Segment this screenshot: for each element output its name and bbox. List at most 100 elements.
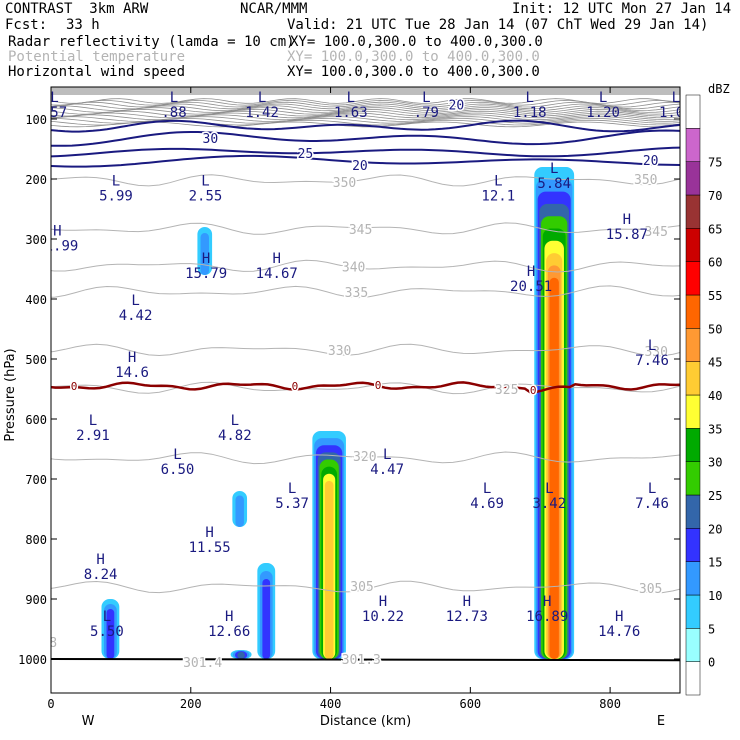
- west-label: W: [82, 714, 95, 729]
- plot-background: [51, 87, 680, 693]
- extremum-value: 1.42: [245, 105, 279, 121]
- field1-name: Radar reflectivity (lamda = 10 cm): [8, 34, 295, 50]
- x-tick-label: 600: [459, 697, 481, 711]
- colorbar-label: 25: [708, 489, 722, 503]
- field2-name: Potential temperature: [8, 49, 186, 65]
- theta-label: 350: [634, 173, 657, 188]
- colorbar: 0 5 10 15 20 25 30 35 40 45 50 55 60 65 70 75 dBZ: [685, 82, 730, 696]
- extremum-l-marker: L: [545, 481, 553, 497]
- colorbar-swatch: [685, 461, 701, 496]
- zero-isotherm-label: 0: [292, 380, 299, 393]
- colorbar-label: 60: [708, 256, 722, 270]
- theta-line-325: [51, 381, 680, 395]
- colorbar-swatch: [685, 628, 701, 662]
- theta-label: 340: [342, 261, 365, 276]
- extremum-l-marker: L: [347, 90, 355, 106]
- colorbar-label: 50: [708, 322, 722, 336]
- y-tick-label: 900: [25, 593, 47, 607]
- theta-label: 320: [353, 450, 376, 465]
- colorbar-label: 5: [708, 622, 715, 636]
- wind-speed-label: 20: [643, 154, 659, 169]
- y-tick-label: 400: [25, 293, 47, 307]
- y-tick-label: 300: [25, 233, 47, 247]
- extremum-l-marker: L: [112, 174, 120, 190]
- extremum-l-marker: L: [201, 174, 209, 190]
- theta-upper-line: [51, 114, 680, 121]
- theta-label: 335: [345, 286, 368, 301]
- extremum-value: 1.20: [586, 105, 620, 121]
- x-tick-label: 0: [47, 697, 54, 711]
- extremum-value: .79: [414, 105, 439, 121]
- theta-line-320: [51, 451, 680, 465]
- theta-line-340: [51, 259, 680, 273]
- theta-line-305: [51, 580, 680, 594]
- extremum-value: 4.42: [119, 308, 153, 324]
- extremum-value: 4.69: [470, 496, 504, 512]
- extremum-l-marker: L: [550, 161, 558, 177]
- zero-isotherm-label: 0: [71, 380, 78, 393]
- theta-line-330: [51, 343, 680, 357]
- extremum-value: 4.82: [218, 428, 252, 444]
- theta-label: 345: [644, 225, 667, 240]
- extremum-value: 5.37: [275, 496, 309, 512]
- extremum-h-marker: H: [379, 594, 387, 610]
- extremum-l-marker: L: [231, 413, 239, 429]
- colorbar-swatch: [685, 594, 701, 629]
- extremum-l-marker: L: [383, 447, 391, 463]
- theta-label: 325: [495, 383, 518, 398]
- extremum-l-marker: L: [89, 413, 97, 429]
- colorbar-label: 65: [708, 222, 722, 236]
- extremum-value: 1.18: [513, 105, 547, 121]
- extremum-value: 3.42: [532, 496, 566, 512]
- x-tick-label: 200: [180, 697, 202, 711]
- theta-upper-line: [51, 110, 680, 117]
- zero-isotherm-label: 0: [530, 384, 537, 397]
- colorbar-swatch: [685, 128, 701, 162]
- extremum-h-marker: H: [205, 525, 213, 541]
- plot-area: [51, 87, 680, 693]
- extremum-value: 2.91: [76, 428, 110, 444]
- extremum-value: 4.47: [370, 462, 404, 478]
- theta-surface-label: 301.4: [183, 656, 222, 671]
- extremum-value: 10.22: [362, 609, 404, 625]
- colorbar-label: 45: [708, 356, 722, 370]
- colorbar-label: 35: [708, 422, 722, 436]
- extremum-l-marker: L: [494, 174, 502, 190]
- extremum-value: 15.79: [185, 266, 227, 282]
- init-time: Init: 12 UTC Mon 27 Jan 14: [512, 1, 732, 17]
- x-axis-label: Distance (km): [320, 714, 411, 729]
- reflectivity-cell-5-level-15: [106, 609, 115, 659]
- extremum-h-marker: H: [623, 212, 631, 228]
- extremum-l-marker: L: [50, 90, 58, 106]
- surface-line: [51, 658, 680, 662]
- extremum-value: 5.50: [90, 624, 124, 640]
- extremum-value: 14.6: [115, 365, 149, 381]
- field1-xy: XY= 100.0,300.0 to 400.0,300.0: [290, 34, 543, 50]
- theta-label: 305: [350, 580, 373, 595]
- extremum-l-marker: L: [648, 481, 656, 497]
- theta-line-335: [51, 285, 680, 299]
- wind-speed-label: 20: [352, 159, 368, 174]
- extremum-value: 12.66: [208, 624, 250, 640]
- colorbar-swatch: [685, 94, 701, 129]
- wind-contour-30: [51, 129, 680, 147]
- colorbar-swatch: [685, 394, 701, 429]
- extremum-value: 8.24: [84, 567, 118, 583]
- valid-time: Valid: 21 UTC Tue 28 Jan 14 (07 ChT Wed …: [287, 17, 709, 33]
- y-tick-label: 1000: [18, 653, 47, 667]
- theta-label: 330: [644, 345, 667, 360]
- colorbar-label: 55: [708, 289, 722, 303]
- fcst-value: 33 h: [66, 17, 100, 33]
- theta-label: 350: [333, 176, 356, 191]
- theta-line-350: [51, 174, 680, 187]
- plot-frame: [50, 86, 681, 694]
- y-tick-label: 700: [25, 473, 47, 487]
- extremum-value: 11.99: [36, 238, 78, 254]
- extremum-h-marker: H: [273, 251, 281, 267]
- extremum-l-marker: L: [103, 609, 111, 625]
- top-grey-band: [51, 87, 680, 95]
- extremum-value: 7.46: [635, 353, 669, 369]
- field3-name: Horizontal wind speed: [8, 64, 186, 80]
- field3-xy: XY= 100.0,300.0 to 400.0,300.0: [287, 64, 540, 80]
